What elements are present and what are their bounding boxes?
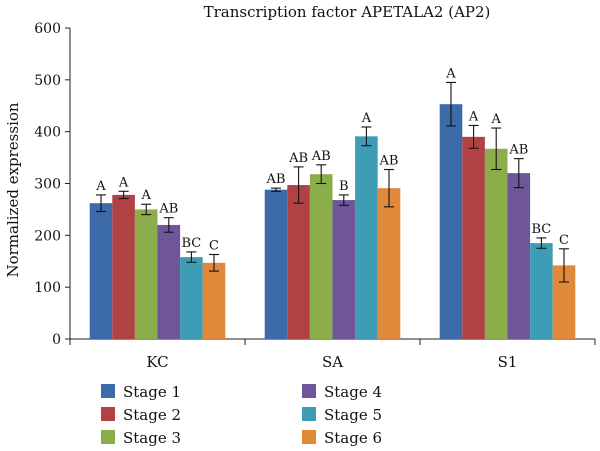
significance-label: A	[141, 188, 152, 203]
bar	[507, 173, 531, 339]
legend-label: Stage 2	[123, 406, 181, 424]
significance-label: C	[559, 233, 569, 248]
axes: 0 100 200 300 400 500 600 KC SA S1	[34, 21, 596, 371]
category-label: SA	[322, 353, 343, 371]
significance-label: BC	[182, 236, 202, 251]
legend-swatch	[302, 384, 316, 398]
bar	[287, 185, 310, 339]
legend-label: Stage 6	[324, 429, 382, 447]
chart-title: Transcription factor APETALA2 (AP2)	[204, 3, 491, 21]
legend-swatch	[302, 430, 316, 444]
significance-label: A	[468, 109, 479, 124]
legend-swatch	[302, 407, 316, 421]
legend-label: Stage 4	[324, 383, 382, 401]
y-tick-label: 300	[34, 177, 61, 193]
bar	[484, 148, 508, 339]
y-tick-label: 400	[34, 125, 61, 141]
significance-label: AB	[288, 151, 308, 166]
significance-label: A	[95, 179, 106, 194]
significance-label: AB	[311, 149, 331, 164]
bar	[157, 224, 181, 339]
bar	[439, 104, 463, 339]
significance-label: BC	[532, 222, 552, 237]
bar	[264, 189, 288, 339]
significance-label: A	[361, 111, 372, 126]
y-tick-label: 200	[34, 228, 61, 244]
category-label: S1	[498, 353, 518, 371]
significance-label: B	[339, 179, 349, 194]
bar	[309, 174, 333, 339]
significance-label: AB	[379, 154, 399, 169]
y-tick-label: 100	[34, 280, 61, 296]
bar	[202, 262, 226, 339]
category-label: KC	[146, 353, 168, 371]
significance-label: AB	[266, 172, 286, 187]
y-axis-label: Normalized expression	[4, 102, 22, 277]
bar	[377, 188, 401, 339]
bar	[332, 200, 356, 339]
bar	[180, 257, 203, 339]
legend-swatch	[101, 407, 115, 421]
legend-label: Stage 5	[324, 406, 382, 424]
significance-label: A	[445, 66, 456, 81]
legend-swatch	[101, 384, 115, 398]
bar	[530, 243, 553, 339]
y-tick-label: 500	[34, 73, 61, 89]
significance-label: C	[209, 239, 219, 254]
significance-label: A	[118, 175, 129, 190]
legend: Stage 1 Stage 2 Stage 3 Stage 4 Stage 5 Stage…	[101, 383, 382, 447]
legend-label: Stage 1	[123, 383, 181, 401]
y-tick-label: 600	[34, 21, 61, 37]
significance-label: A	[491, 112, 502, 127]
bar	[552, 265, 576, 339]
significance-label: AB	[158, 202, 178, 217]
bar	[89, 203, 113, 339]
legend-label: Stage 3	[123, 429, 181, 447]
bar	[355, 136, 378, 339]
bar	[112, 194, 135, 339]
y-tick-label: 0	[52, 332, 61, 348]
significance-label: AB	[508, 143, 528, 158]
bar	[462, 136, 485, 339]
bar	[134, 209, 158, 339]
legend-swatch	[101, 430, 115, 444]
